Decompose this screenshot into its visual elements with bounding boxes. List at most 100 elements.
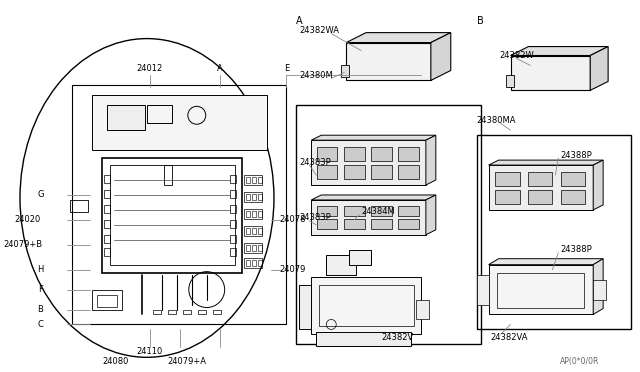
Text: G: G (37, 190, 44, 199)
Polygon shape (300, 285, 311, 330)
Polygon shape (593, 280, 606, 299)
Polygon shape (326, 255, 356, 275)
Polygon shape (344, 219, 365, 230)
Polygon shape (399, 219, 419, 230)
Bar (230, 248, 236, 256)
Bar (246, 194, 250, 200)
Polygon shape (488, 165, 593, 210)
Bar (296, 105, 481, 344)
Polygon shape (528, 190, 552, 204)
Polygon shape (371, 166, 392, 179)
Text: A: A (217, 64, 223, 73)
Bar (252, 194, 255, 200)
Polygon shape (371, 147, 392, 161)
Polygon shape (590, 46, 608, 90)
Polygon shape (488, 259, 603, 265)
Text: B: B (477, 16, 483, 26)
Polygon shape (431, 33, 451, 80)
Bar (257, 245, 262, 251)
Polygon shape (511, 55, 590, 90)
Polygon shape (344, 206, 365, 216)
Polygon shape (399, 166, 419, 179)
Text: 24012: 24012 (137, 64, 163, 73)
Polygon shape (371, 219, 392, 230)
Polygon shape (477, 275, 488, 305)
Polygon shape (528, 172, 552, 186)
Bar (252, 260, 255, 266)
Bar (104, 175, 110, 183)
Bar (168, 310, 176, 314)
Bar (257, 260, 262, 266)
Bar (72, 86, 287, 324)
Polygon shape (317, 166, 337, 179)
Text: E: E (284, 64, 289, 73)
Text: AP(0*0/0R: AP(0*0/0R (561, 357, 600, 366)
Polygon shape (317, 219, 337, 230)
Bar (244, 226, 262, 236)
Bar (244, 258, 262, 268)
Text: 24079+A: 24079+A (167, 357, 206, 366)
Bar (252, 211, 255, 217)
Polygon shape (488, 160, 603, 165)
Text: F: F (38, 285, 43, 294)
Text: 24079+B: 24079+B (3, 240, 42, 249)
Bar (104, 190, 110, 198)
Polygon shape (593, 259, 603, 314)
Polygon shape (488, 265, 593, 314)
Polygon shape (317, 206, 337, 216)
Bar (104, 248, 110, 256)
Bar (497, 273, 584, 308)
Bar (244, 175, 262, 185)
Text: 24384M: 24384M (361, 208, 395, 217)
Polygon shape (426, 195, 436, 235)
Text: 24020: 24020 (14, 215, 40, 224)
Polygon shape (561, 190, 585, 204)
Bar (183, 310, 191, 314)
Polygon shape (561, 172, 585, 186)
Bar (198, 310, 205, 314)
Bar (257, 194, 262, 200)
Polygon shape (317, 147, 337, 161)
Bar (477, 135, 631, 330)
Bar (97, 295, 117, 307)
Bar (341, 65, 349, 77)
Polygon shape (316, 333, 411, 346)
Bar (70, 200, 88, 212)
Text: 24380M: 24380M (300, 71, 333, 80)
Polygon shape (346, 42, 431, 80)
Text: 24382WA: 24382WA (300, 26, 339, 35)
Bar (246, 245, 250, 251)
Bar (92, 95, 266, 150)
Bar (153, 310, 161, 314)
Polygon shape (593, 160, 603, 210)
Text: 24110: 24110 (137, 347, 163, 356)
Polygon shape (399, 147, 419, 161)
Bar (230, 175, 236, 183)
Bar (252, 228, 255, 234)
Bar (212, 310, 221, 314)
Bar (246, 177, 250, 183)
Bar (246, 211, 250, 217)
Polygon shape (416, 299, 429, 320)
Text: 24382W: 24382W (499, 51, 534, 60)
Bar (164, 165, 172, 185)
Bar (230, 235, 236, 243)
Text: C: C (38, 320, 44, 329)
Polygon shape (346, 33, 451, 42)
Text: 24383P: 24383P (300, 158, 331, 167)
Polygon shape (426, 135, 436, 185)
Bar (244, 243, 262, 253)
Text: 24388P: 24388P (561, 151, 592, 160)
Bar (110, 165, 235, 265)
Bar (92, 289, 122, 310)
Bar (147, 105, 172, 123)
Bar (246, 228, 250, 234)
Polygon shape (311, 277, 421, 334)
Polygon shape (349, 250, 371, 265)
Bar (252, 177, 255, 183)
Bar (257, 177, 262, 183)
Text: A: A (296, 16, 303, 26)
Polygon shape (344, 147, 365, 161)
Polygon shape (399, 206, 419, 216)
Polygon shape (311, 195, 436, 200)
